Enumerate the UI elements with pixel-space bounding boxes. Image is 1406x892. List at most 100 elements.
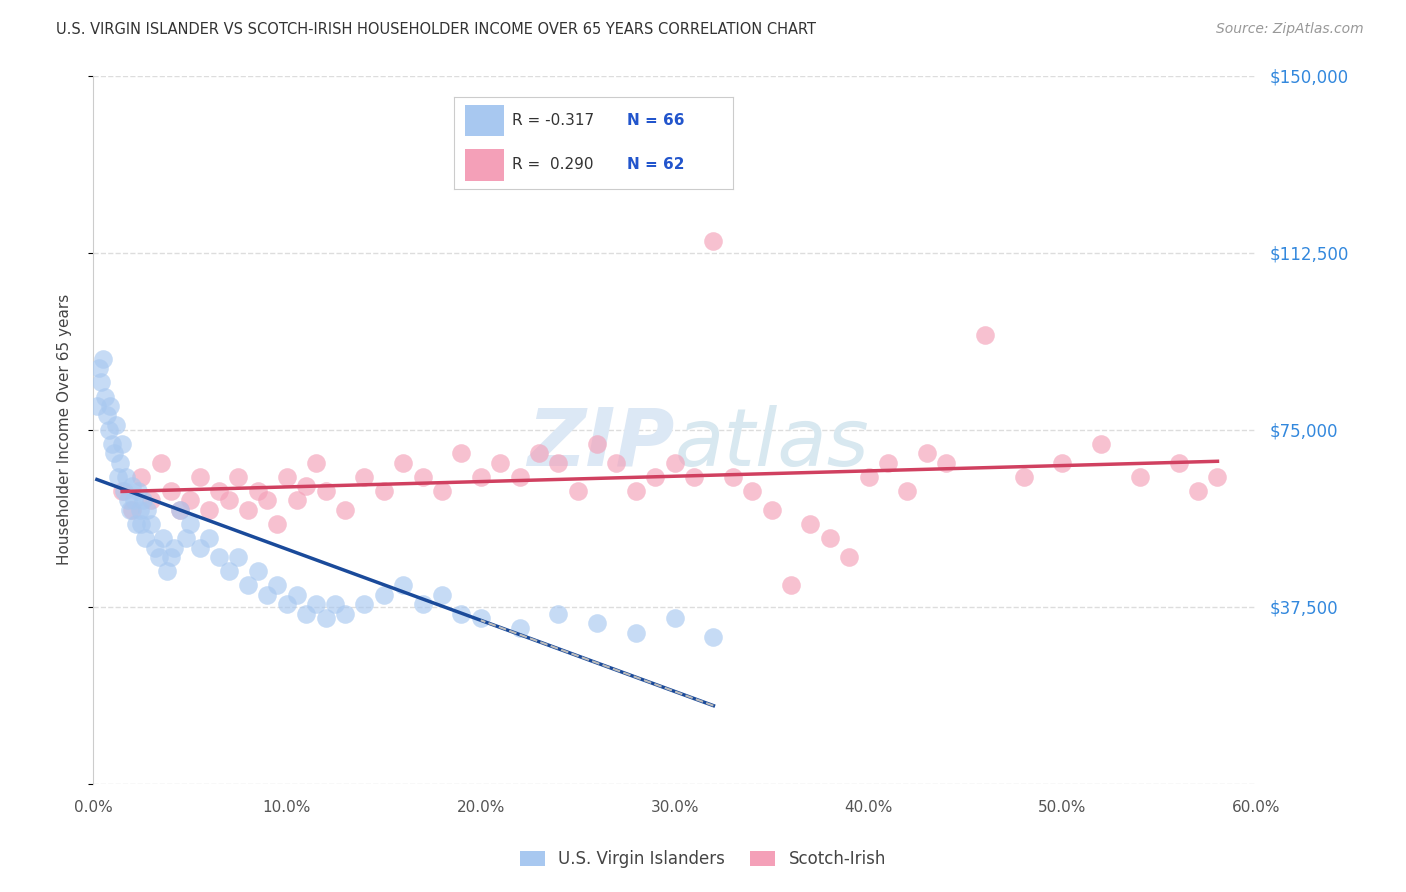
Point: [489, 456, 512, 470]
Point: [470, 469, 492, 483]
Text: U.S. VIRGIN ISLANDER VS SCOTCH-IRISH HOUSEHOLDER INCOME OVER 65 YEARS CORRELATIO: U.S. VIRGIN ISLANDER VS SCOTCH-IRISH HOU…: [56, 22, 817, 37]
Point: [353, 597, 375, 611]
Point: [935, 456, 957, 470]
Point: [208, 549, 231, 564]
Point: [118, 503, 141, 517]
Point: [605, 456, 627, 470]
Point: [973, 328, 995, 343]
Point: [159, 549, 181, 564]
Point: [236, 578, 259, 592]
Point: [295, 607, 318, 621]
Point: [683, 469, 706, 483]
Point: [90, 376, 112, 390]
Point: [527, 446, 550, 460]
Point: [333, 607, 356, 621]
Point: [108, 456, 131, 470]
Point: [896, 483, 918, 498]
Point: [121, 479, 143, 493]
Point: [664, 456, 686, 470]
Point: [117, 493, 139, 508]
Point: [1187, 483, 1209, 498]
Point: [624, 625, 647, 640]
Point: [101, 436, 124, 450]
Point: [276, 597, 298, 611]
Point: [450, 446, 472, 460]
Point: [141, 516, 163, 531]
Point: [141, 493, 163, 508]
Point: [1012, 469, 1035, 483]
Point: [1167, 456, 1189, 470]
Point: [131, 516, 153, 531]
Point: [547, 456, 569, 470]
Point: [149, 456, 172, 470]
Point: [285, 588, 308, 602]
Point: [246, 483, 269, 498]
Point: [121, 503, 143, 517]
Text: atlas: atlas: [675, 405, 869, 483]
Point: [228, 549, 250, 564]
Point: [915, 446, 938, 460]
Point: [412, 469, 434, 483]
Point: [152, 531, 174, 545]
Point: [111, 483, 134, 498]
Point: [156, 564, 179, 578]
Point: [412, 597, 434, 611]
Point: [761, 503, 783, 517]
Point: [858, 469, 880, 483]
Text: Source: ZipAtlas.com: Source: ZipAtlas.com: [1216, 22, 1364, 37]
Point: [702, 234, 724, 248]
Point: [208, 483, 231, 498]
Point: [295, 479, 318, 493]
Point: [305, 597, 328, 611]
Point: [276, 469, 298, 483]
Point: [266, 578, 288, 592]
Point: [100, 399, 122, 413]
Point: [266, 516, 288, 531]
Point: [1052, 456, 1074, 470]
Point: [174, 531, 197, 545]
Point: [547, 607, 569, 621]
Point: [122, 493, 145, 508]
Text: ZIP: ZIP: [527, 405, 675, 483]
Point: [586, 436, 609, 450]
Point: [198, 503, 221, 517]
Point: [107, 469, 129, 483]
Point: [179, 516, 201, 531]
Point: [315, 611, 337, 625]
Point: [188, 469, 211, 483]
Point: [644, 469, 666, 483]
Point: [87, 361, 110, 376]
Point: [134, 531, 156, 545]
Point: [567, 483, 589, 498]
Point: [132, 493, 155, 508]
Point: [392, 578, 415, 592]
Point: [91, 351, 114, 366]
Y-axis label: Householder Income Over 65 years: Householder Income Over 65 years: [58, 294, 72, 566]
Point: [664, 611, 686, 625]
Point: [246, 564, 269, 578]
Point: [1129, 469, 1152, 483]
Point: [236, 503, 259, 517]
Point: [218, 493, 240, 508]
Legend: U.S. Virgin Islanders, Scotch-Irish: U.S. Virgin Islanders, Scotch-Irish: [513, 844, 893, 875]
Point: [111, 436, 134, 450]
Point: [97, 423, 120, 437]
Point: [198, 531, 221, 545]
Point: [430, 588, 453, 602]
Point: [373, 483, 395, 498]
Point: [1206, 469, 1229, 483]
Point: [188, 541, 211, 555]
Point: [333, 503, 356, 517]
Point: [159, 483, 181, 498]
Point: [96, 409, 118, 423]
Point: [115, 469, 138, 483]
Point: [877, 456, 900, 470]
Point: [103, 446, 125, 460]
Point: [838, 549, 860, 564]
Point: [353, 469, 375, 483]
Point: [131, 469, 153, 483]
Point: [1090, 436, 1112, 450]
Point: [430, 483, 453, 498]
Point: [124, 516, 146, 531]
Point: [105, 417, 128, 432]
